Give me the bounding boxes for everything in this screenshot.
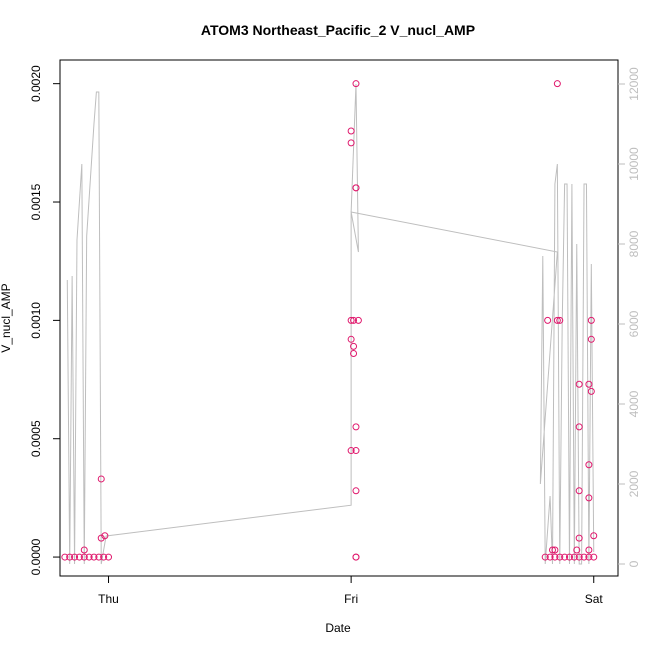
data-point <box>105 553 113 561</box>
data-point <box>553 316 561 324</box>
x-tick-label: Thu <box>98 592 119 606</box>
data-point <box>100 553 108 561</box>
data-point <box>548 546 556 554</box>
x-axis-label: Date <box>325 621 351 635</box>
data-point <box>575 423 583 431</box>
data-point <box>66 553 74 561</box>
data-point <box>97 475 105 483</box>
data-point <box>71 553 79 561</box>
data-point <box>90 553 98 561</box>
chart-title: ATOM3 Northeast_Pacific_2 V_nucl_AMP <box>201 22 475 38</box>
data-point <box>95 553 103 561</box>
data-point <box>350 350 358 358</box>
data-point <box>347 127 355 135</box>
data-point <box>565 553 573 561</box>
data-point <box>556 316 564 324</box>
data-point <box>85 553 93 561</box>
series-line <box>66 83 595 565</box>
x-tick-label: Sat <box>585 592 604 606</box>
data-point <box>580 553 588 561</box>
data-point <box>354 316 362 324</box>
right-tick-label: 12000 <box>627 67 641 101</box>
left-tick-label: 0.0020 <box>29 65 43 102</box>
right-tick-label: 6000 <box>627 310 641 337</box>
right-tick-label: 2000 <box>627 470 641 497</box>
data-point <box>352 423 360 431</box>
data-point <box>587 335 595 343</box>
line-series <box>66 83 595 565</box>
data-point <box>553 80 561 88</box>
data-point <box>352 184 360 192</box>
data-point <box>585 553 593 561</box>
right-tick-label: 10000 <box>627 147 641 181</box>
left-tick-label: 0.0015 <box>29 183 43 220</box>
data-point <box>575 553 583 561</box>
left-tick-label: 0.0000 <box>29 538 43 575</box>
data-point <box>350 316 358 324</box>
data-point <box>585 494 593 502</box>
data-point <box>347 316 355 324</box>
data-point <box>352 80 360 88</box>
data-point <box>585 461 593 469</box>
data-point <box>352 447 360 455</box>
point-series <box>61 80 598 561</box>
data-point <box>556 553 564 561</box>
data-point <box>587 387 595 395</box>
right-axis: 0 2000 4000 6000 8000 10000 12000 <box>618 67 641 567</box>
right-tick-label: 0 <box>627 560 641 567</box>
data-point <box>350 342 358 350</box>
right-tick-label: 8000 <box>627 230 641 257</box>
data-point <box>587 316 595 324</box>
data-point <box>590 553 598 561</box>
data-point <box>546 553 554 561</box>
plot-frame <box>59 59 619 577</box>
data-point <box>573 546 581 554</box>
left-axis: 0.0000 0.0005 0.0010 0.0015 0.0020 <box>29 65 60 575</box>
data-point <box>347 447 355 455</box>
data-point <box>575 380 583 388</box>
data-point <box>544 316 552 324</box>
data-point <box>551 546 559 554</box>
data-point <box>575 534 583 542</box>
data-point <box>61 553 69 561</box>
right-tick-label: 4000 <box>627 390 641 417</box>
data-point <box>570 553 578 561</box>
data-point <box>75 553 83 561</box>
data-point <box>97 534 105 542</box>
bottom-axis: Thu Fri Sat <box>98 576 603 606</box>
data-point <box>585 546 593 554</box>
data-point <box>352 487 360 495</box>
data-point <box>585 380 593 388</box>
data-point <box>347 335 355 343</box>
data-point <box>80 553 88 561</box>
left-tick-label: 0.0010 <box>29 302 43 339</box>
data-point <box>551 553 559 561</box>
data-point <box>561 553 569 561</box>
data-point <box>590 532 598 540</box>
left-tick-label: 0.0005 <box>29 420 43 457</box>
data-point <box>575 487 583 495</box>
y-axis-label: V_nucl_AMP <box>0 283 13 352</box>
data-point <box>80 546 88 554</box>
x-tick-label: Fri <box>344 592 358 606</box>
data-point <box>352 553 360 561</box>
data-point <box>541 553 549 561</box>
data-point <box>101 532 109 540</box>
data-point <box>347 139 355 147</box>
